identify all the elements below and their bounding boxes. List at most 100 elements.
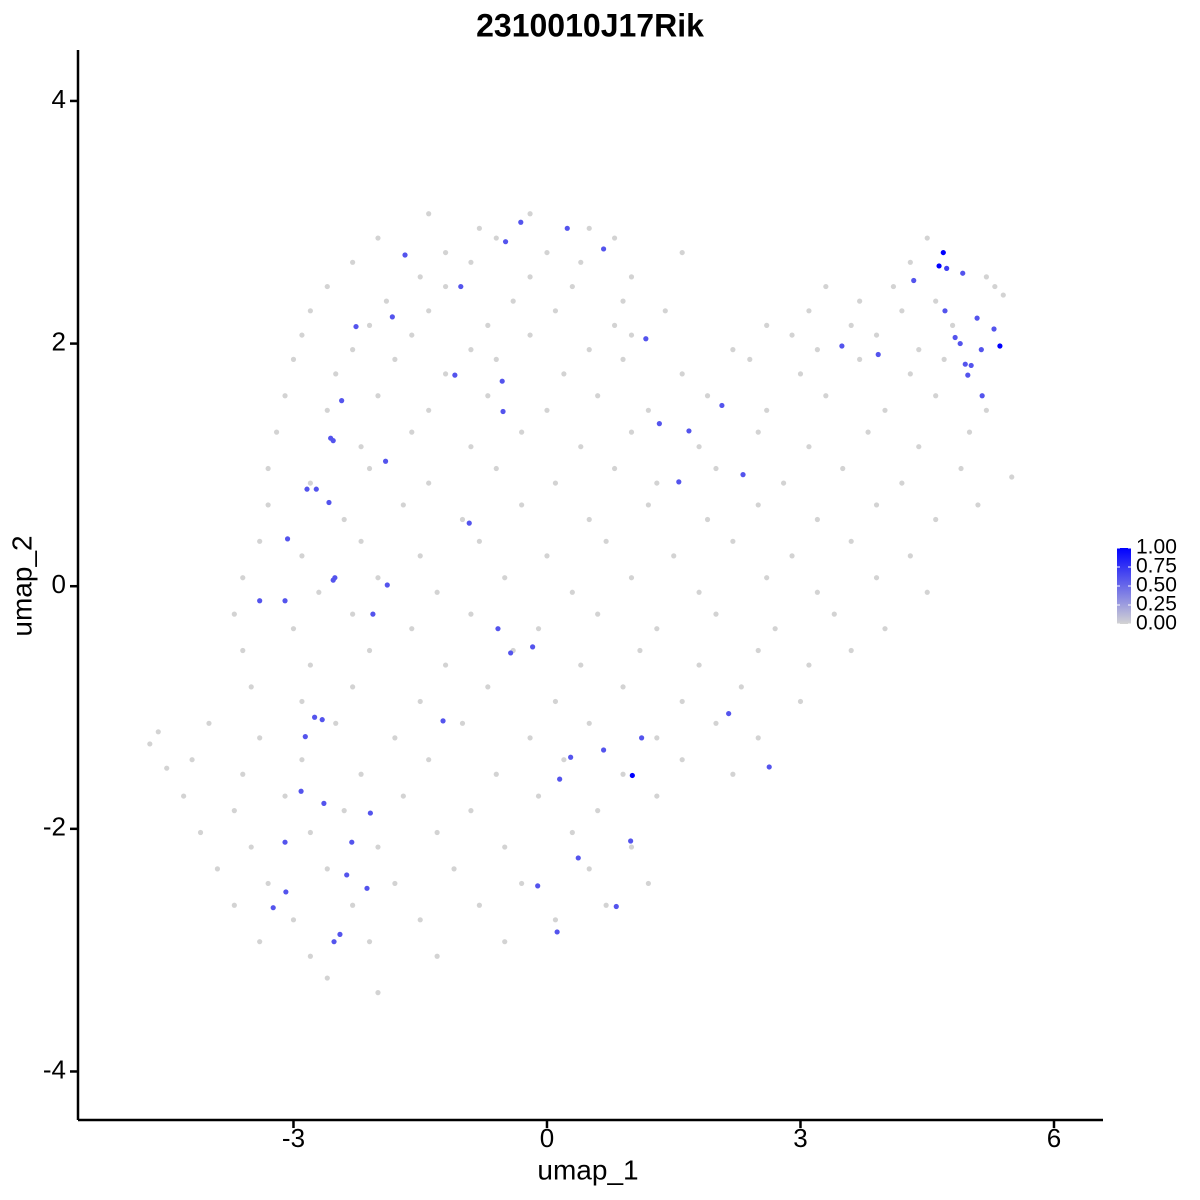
cell-point [679, 371, 685, 377]
cell-point [417, 274, 423, 280]
cell-point [316, 589, 322, 595]
cell-point [997, 343, 1003, 349]
cell-point [797, 698, 804, 705]
cell-point [307, 480, 313, 486]
cell-point [426, 211, 432, 217]
cell-point [960, 270, 966, 276]
cell-point [304, 486, 310, 492]
cell-point [949, 322, 956, 328]
cell-point [466, 520, 472, 526]
cell-point [468, 444, 474, 450]
cell-point [240, 647, 246, 654]
cell-point [535, 793, 542, 799]
cell-point [916, 444, 922, 450]
cell-point [552, 480, 559, 486]
cell-point [257, 598, 263, 604]
cell-point [147, 741, 153, 747]
cell-point [353, 323, 359, 330]
cell-point [662, 308, 668, 314]
cell-point [620, 771, 626, 777]
cell-point [831, 611, 837, 617]
cell-point [324, 283, 330, 290]
cell-point [527, 332, 533, 338]
cell-point [313, 486, 319, 492]
cell-point [519, 880, 525, 887]
cell-point [392, 735, 398, 741]
cell-point [442, 249, 449, 256]
cell-point [628, 274, 635, 280]
cell-point [848, 647, 854, 654]
cell-point [426, 407, 432, 413]
cell-point [645, 502, 651, 508]
cell-point [899, 308, 905, 314]
cell-point [330, 438, 336, 444]
cell-point [493, 771, 499, 777]
cell-point [611, 465, 618, 472]
x-axis-label: umap_1 [537, 1154, 638, 1185]
cell-point [535, 626, 542, 632]
cell-point [730, 538, 736, 544]
cell-point [899, 480, 905, 486]
cell-point [442, 283, 449, 290]
cell-point [375, 844, 381, 850]
cell-point [942, 308, 948, 314]
cell-point [873, 332, 880, 338]
cell-point [358, 771, 364, 777]
cell-point [600, 747, 607, 753]
cell-point [983, 407, 989, 413]
cell-point [957, 340, 963, 347]
y-axis-label: umap_2 [6, 535, 37, 636]
cell-point [283, 889, 289, 895]
cell-point [569, 589, 575, 595]
axes: -3 0 3 6 -4 -2 0 2 4 [43, 50, 1103, 1153]
cell-point [417, 917, 423, 923]
cell-point [965, 372, 971, 378]
cell-point [468, 259, 474, 265]
cell-point [890, 283, 897, 290]
cell-point [924, 235, 930, 241]
y-tick-label: -2 [43, 812, 66, 842]
cell-point [476, 902, 482, 908]
cell-point [155, 729, 161, 735]
cell-point [257, 939, 263, 945]
x-tick-label: -3 [282, 1123, 305, 1153]
cell-point [1009, 474, 1015, 480]
cell-point [772, 626, 778, 632]
cell-point [344, 872, 350, 878]
cell-point [375, 235, 381, 241]
cell-point [586, 720, 592, 726]
cell-point [823, 283, 829, 290]
y-tick-label: 0 [52, 569, 66, 599]
cell-point [991, 326, 997, 332]
cell-point [476, 225, 482, 231]
cell-point [299, 332, 305, 338]
cell-point [857, 356, 863, 362]
cell-point [282, 839, 288, 845]
cell-point [333, 371, 339, 377]
cell-point [966, 429, 973, 435]
cell-point [527, 735, 533, 741]
cell-point [366, 647, 373, 654]
cell-point [324, 866, 330, 872]
colorbar-tick-label: 0.00 [1136, 612, 1177, 635]
cell-point [417, 698, 423, 705]
cell-point [400, 502, 406, 508]
cell-point [873, 575, 880, 581]
cell-point [992, 283, 998, 290]
cell-point [907, 259, 913, 265]
cell-point [189, 757, 195, 763]
cell-point [975, 502, 981, 508]
cell-point [240, 575, 246, 581]
cell-point [485, 684, 491, 690]
cell-point [611, 235, 618, 241]
cell-point [552, 308, 559, 314]
cell-point [916, 347, 922, 353]
cell-point [307, 308, 313, 314]
cell-point [350, 259, 356, 265]
colorbar-tick-label: 0.50 [1136, 574, 1177, 597]
cell-point [349, 839, 355, 845]
cell-point [875, 351, 881, 358]
cell-point [500, 408, 506, 415]
cell-point [789, 553, 795, 559]
cell-point [290, 626, 297, 632]
